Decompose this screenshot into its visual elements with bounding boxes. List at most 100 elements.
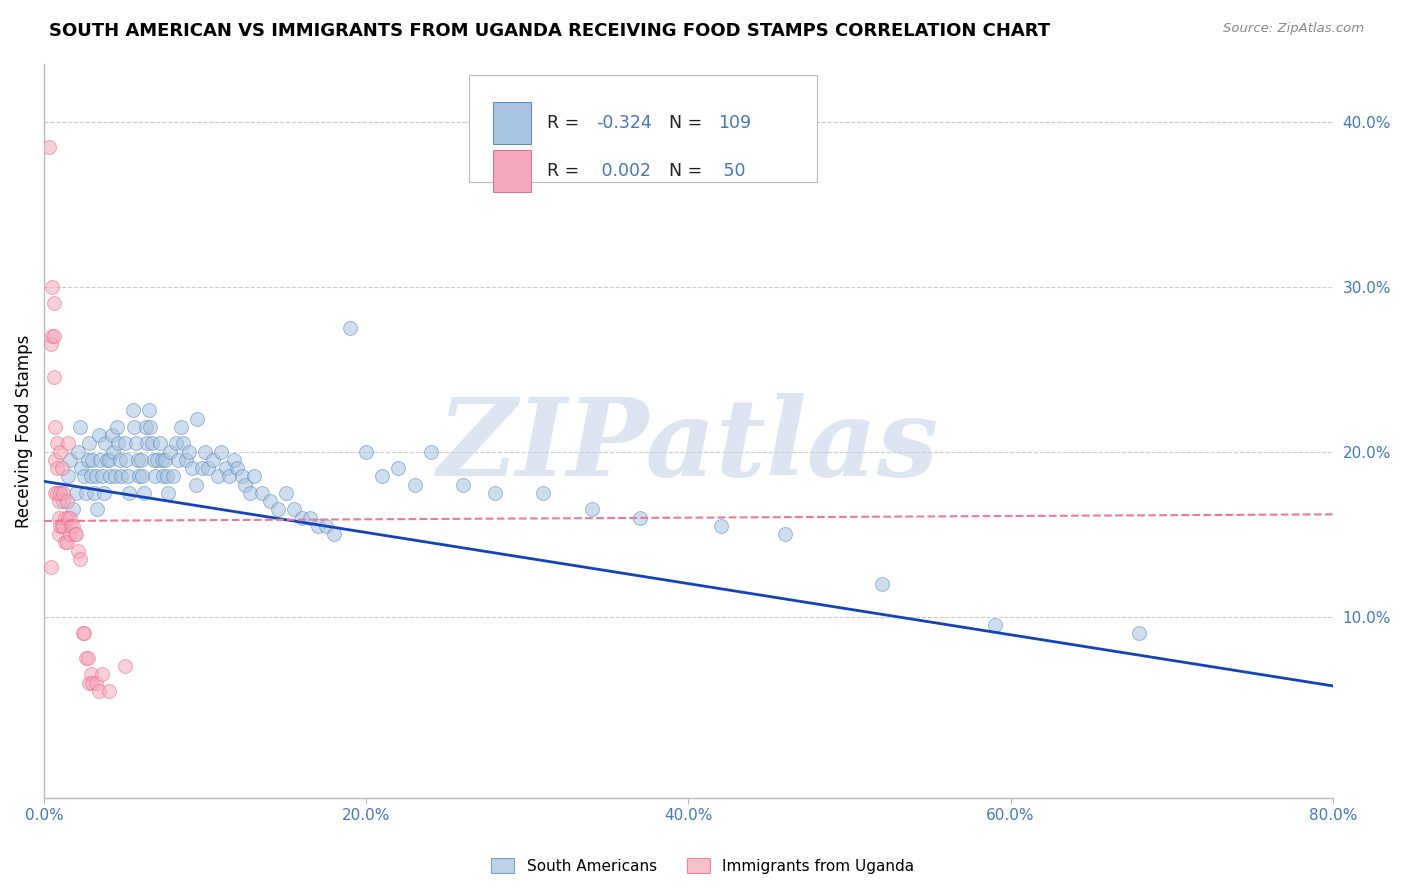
Point (46, 436, 69, 450)
Point (773, 527, 796, 541)
Point (44, 453, 66, 467)
Point (82, 453, 104, 467)
Point (97, 453, 120, 467)
FancyBboxPatch shape (492, 102, 531, 145)
Point (108, 453, 131, 467)
Point (51, 519, 73, 533)
Point (46, 486, 69, 500)
Point (73, 469, 96, 483)
Point (242, 469, 264, 483)
Point (146, 453, 169, 467)
Point (42, 370, 65, 384)
Point (194, 444, 217, 458)
Point (58, 510, 80, 524)
Point (118, 486, 141, 500)
Point (66, 543, 89, 558)
Point (191, 461, 214, 475)
Point (141, 436, 163, 450)
Point (157, 486, 180, 500)
Point (58, 436, 80, 450)
Text: R =: R = (547, 114, 585, 132)
Point (59, 527, 82, 541)
Text: SOUTH AMERICAN VS IMMIGRANTS FROM UGANDA RECEIVING FOOD STAMPS CORRELATION CHART: SOUTH AMERICAN VS IMMIGRANTS FROM UGANDA… (49, 22, 1050, 40)
Point (72, 626, 94, 640)
Point (115, 453, 138, 467)
Point (152, 469, 174, 483)
Text: 0.002: 0.002 (596, 161, 651, 180)
Point (484, 486, 506, 500)
Point (42, 296, 65, 310)
FancyBboxPatch shape (470, 75, 817, 181)
Text: N =: N = (669, 114, 707, 132)
Point (533, 486, 555, 500)
Point (53, 510, 76, 524)
Point (628, 510, 651, 524)
Point (48, 494, 70, 508)
Point (107, 436, 129, 450)
Point (266, 502, 288, 516)
Point (53, 535, 76, 549)
Point (710, 519, 733, 533)
Point (121, 403, 143, 417)
Point (83, 486, 105, 500)
Point (153, 453, 176, 467)
Point (52, 519, 75, 533)
Point (44, 486, 66, 500)
Point (404, 477, 426, 491)
Point (184, 477, 207, 491)
Point (41, 329, 63, 343)
Point (73, 626, 96, 640)
Point (298, 510, 321, 524)
Point (39, 337, 62, 351)
Point (66, 444, 89, 458)
Point (89, 453, 111, 467)
Point (149, 436, 172, 450)
Point (1128, 626, 1150, 640)
Point (307, 519, 329, 533)
Point (125, 436, 148, 450)
Point (124, 420, 146, 434)
Point (283, 502, 305, 516)
Legend: South Americans, Immigrants from Uganda: South Americans, Immigrants from Uganda (485, 852, 921, 880)
Point (97, 683, 120, 698)
Point (209, 444, 232, 458)
Point (127, 453, 149, 467)
Point (186, 411, 208, 425)
Point (155, 469, 177, 483)
Point (49, 486, 72, 500)
Point (84, 469, 107, 483)
Point (75, 486, 97, 500)
Point (250, 486, 273, 500)
Point (419, 444, 441, 458)
Point (117, 469, 139, 483)
Point (82, 675, 104, 690)
Point (114, 436, 136, 450)
Point (49, 444, 72, 458)
Point (62, 519, 84, 533)
Text: N =: N = (669, 161, 707, 180)
Text: ZIPatlas: ZIPatlas (437, 392, 939, 499)
Point (451, 477, 474, 491)
Point (259, 494, 281, 508)
Point (224, 453, 246, 467)
Point (59, 510, 82, 524)
Point (46, 461, 69, 475)
Point (235, 477, 257, 491)
Text: -0.324: -0.324 (596, 114, 651, 132)
Point (76, 651, 98, 665)
Point (80, 667, 103, 681)
Point (207, 469, 229, 483)
Point (138, 403, 160, 417)
Point (371, 469, 394, 483)
Point (69, 420, 91, 434)
Point (142, 453, 165, 467)
Point (76, 453, 98, 467)
Point (65, 486, 87, 500)
Point (104, 469, 127, 483)
Point (38, 139, 60, 153)
Point (69, 552, 91, 566)
Point (215, 461, 238, 475)
Point (41, 279, 63, 293)
Point (91, 469, 114, 483)
Point (226, 461, 249, 475)
